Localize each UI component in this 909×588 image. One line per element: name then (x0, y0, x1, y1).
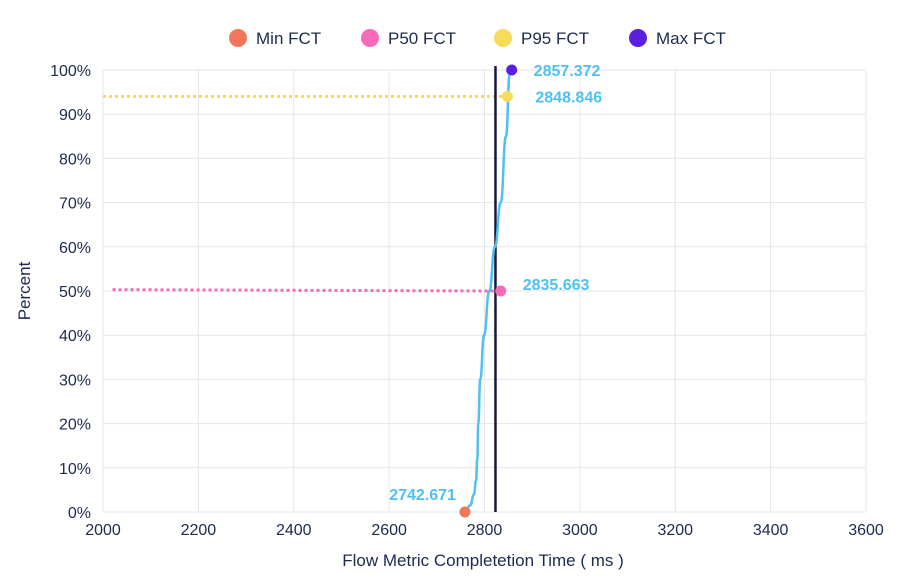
legend-swatch (361, 29, 379, 47)
x-axis-ticks: 2000 2200 2400 2600 2800 3000 3200 3400 3600 (85, 522, 884, 539)
y-tick-label: 50% (59, 284, 91, 301)
reference-lines (103, 95, 504, 293)
x-tick-label: 2800 (467, 522, 503, 539)
y-tick-label: 70% (59, 196, 91, 213)
x-tick-label: 2000 (85, 522, 121, 539)
cdf-line (464, 73, 512, 514)
y-tick-label: 100% (50, 63, 91, 80)
x-axis-title: Flow Metric Completetion Time ( ms ) (342, 551, 624, 570)
legend: Min FCT P50 FCT P95 FCT Max FCT (229, 29, 726, 48)
x-tick-label: 2400 (276, 522, 312, 539)
y-tick-label: 10% (59, 461, 91, 478)
reference-line (112, 288, 499, 293)
x-tick-label: 3600 (848, 522, 884, 539)
legend-swatch (229, 29, 247, 47)
x-tick-label: 2200 (181, 522, 217, 539)
y-axis-ticks: 0% 10% 20% 30% 40% 50% 60% 70% 80% 90% 100% (50, 63, 91, 522)
marker-p95-fct (501, 91, 513, 103)
legend-label: P50 FCT (388, 29, 456, 48)
series-layer (464, 66, 512, 514)
x-tick-label: 3000 (562, 522, 598, 539)
legend-item[interactable]: P95 FCT (494, 29, 589, 48)
y-axis-title: Percent (15, 261, 34, 320)
value-label-min-fct: 2742.671 (389, 487, 456, 504)
markers (459, 64, 518, 518)
legend-label: P95 FCT (521, 29, 589, 48)
legend-swatch (494, 29, 512, 47)
value-label-p95-fct: 2848.846 (535, 90, 602, 107)
value-label-max-fct: 2857.372 (534, 63, 601, 80)
y-tick-label: 90% (59, 107, 91, 124)
x-tick-label: 2600 (371, 522, 407, 539)
x-tick-label: 3200 (657, 522, 693, 539)
y-tick-label: 80% (59, 151, 91, 168)
legend-item[interactable]: Min FCT (229, 29, 321, 48)
legend-label: Min FCT (256, 29, 321, 48)
y-tick-label: 20% (59, 417, 91, 434)
value-label-p50-fct: 2835.663 (523, 277, 590, 294)
y-tick-label: 40% (59, 328, 91, 345)
x-tick-label: 3400 (753, 522, 789, 539)
legend-item[interactable]: Max FCT (629, 29, 726, 48)
y-tick-label: 0% (68, 505, 91, 522)
legend-label: Max FCT (656, 29, 726, 48)
value-labels: 2742.671 2835.663 2848.846 2857.372 (389, 63, 602, 504)
y-tick-label: 30% (59, 372, 91, 389)
legend-item[interactable]: P50 FCT (361, 29, 456, 48)
legend-swatch (629, 29, 647, 47)
y-tick-label: 60% (59, 240, 91, 257)
marker-p50-fct (495, 285, 507, 297)
marker-max-fct (506, 64, 518, 76)
marker-min-fct (459, 506, 471, 518)
